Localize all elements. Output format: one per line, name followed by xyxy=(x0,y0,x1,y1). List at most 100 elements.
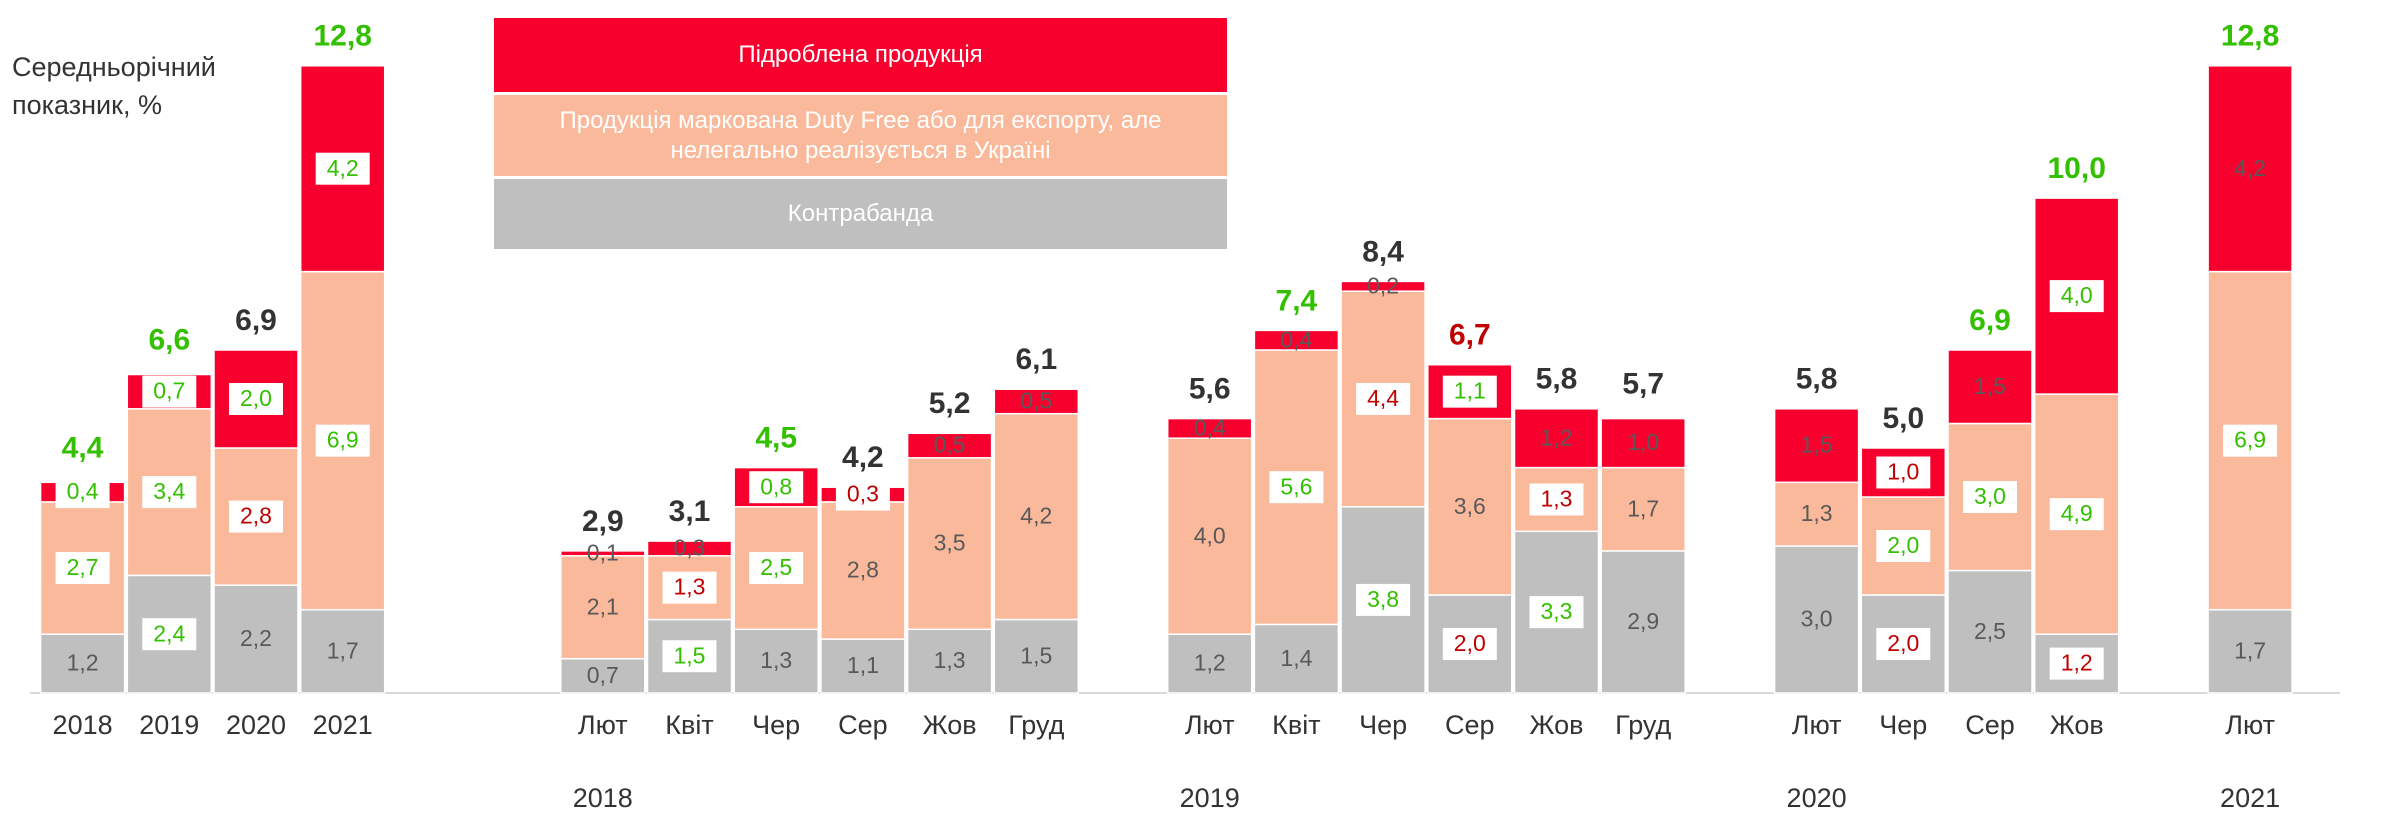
x-tick-label: Лют xyxy=(578,710,628,740)
total-label: 4,4 xyxy=(62,431,104,464)
bar-segment xyxy=(1427,417,1513,596)
x-tick-label: 2018 xyxy=(53,710,113,740)
bar-segment xyxy=(1253,623,1340,694)
value-label: 3,6 xyxy=(1454,493,1486,519)
value-label: 1,7 xyxy=(2234,637,2266,663)
x-tick-label: Лют xyxy=(1792,710,1842,740)
value-label: 2,0 xyxy=(240,385,272,411)
total-label: 6,9 xyxy=(1969,304,2011,337)
label-box xyxy=(1963,481,2017,513)
label-box xyxy=(1269,471,1324,504)
value-label: 1,2 xyxy=(1541,424,1573,450)
total-label: 6,1 xyxy=(1015,343,1057,376)
value-label: 1,4 xyxy=(1280,645,1312,671)
value-label: 1,2 xyxy=(1194,650,1226,676)
total-label: 5,8 xyxy=(1796,363,1838,396)
bar-segment xyxy=(1773,408,1860,484)
bar-segment xyxy=(1773,545,1860,694)
value-label: 1,2 xyxy=(67,650,99,676)
total-label: 5,7 xyxy=(1622,368,1664,401)
label-box xyxy=(1876,530,1931,562)
group-label: 2020 xyxy=(1787,783,1847,813)
label-box xyxy=(1529,596,1584,629)
label-box xyxy=(1442,628,1497,660)
total-label: 4,5 xyxy=(755,422,797,455)
label-box xyxy=(662,571,717,604)
bar-segment xyxy=(1513,408,1600,469)
label-box xyxy=(835,478,890,511)
value-label: 0,7 xyxy=(587,662,619,688)
bar-segment xyxy=(1340,280,1426,292)
value-label: 2,8 xyxy=(847,557,879,583)
value-label: 2,2 xyxy=(240,625,272,651)
value-label: 2,4 xyxy=(153,620,185,646)
x-tick-label: Жов xyxy=(923,710,977,740)
bar-segment xyxy=(2207,65,2293,273)
label-box xyxy=(142,618,197,651)
label-box xyxy=(1876,456,1931,489)
label-box xyxy=(749,471,804,504)
value-label: 1,5 xyxy=(1801,432,1833,458)
x-tick-label: Лют xyxy=(1185,710,1235,740)
value-label: 1,5 xyxy=(1974,373,2006,399)
bar-segment xyxy=(1166,633,1253,694)
value-label: 3,8 xyxy=(1367,586,1399,612)
value-label: 0,5 xyxy=(1020,388,1052,414)
value-label: 2,0 xyxy=(1887,630,1919,656)
value-label: 1,1 xyxy=(847,652,879,678)
value-label: 2,5 xyxy=(1974,618,2006,644)
label-box xyxy=(142,476,197,509)
total-label: 5,8 xyxy=(1536,363,1578,396)
value-label: 1,3 xyxy=(760,647,792,673)
total-label: 5,2 xyxy=(929,387,971,420)
value-label: 0,4 xyxy=(1194,414,1226,440)
value-label: 3,4 xyxy=(153,478,185,504)
x-tick-label: Чер xyxy=(1359,710,1407,740)
bar-segment xyxy=(560,550,646,557)
bar-segment xyxy=(39,633,126,694)
x-tick-label: Жов xyxy=(1530,710,1584,740)
bar-segment xyxy=(1947,349,2033,425)
legend-entry: Підроблена продукція xyxy=(494,18,1227,92)
label-box xyxy=(229,383,283,415)
value-label: 1,7 xyxy=(327,637,359,663)
bar-segment xyxy=(906,457,993,631)
value-label: 0,3 xyxy=(674,535,706,561)
bar-segment xyxy=(906,628,993,694)
total-label: 6,7 xyxy=(1449,319,1491,352)
total-label: 10,0 xyxy=(2048,152,2106,185)
value-label: 0,1 xyxy=(587,539,619,565)
bar-segment xyxy=(993,412,1080,621)
bar-segment xyxy=(820,638,906,694)
value-label: 1,3 xyxy=(1541,486,1573,512)
value-label: 5,6 xyxy=(1280,473,1312,499)
bar-segment xyxy=(560,555,646,660)
bar-segment xyxy=(906,432,993,459)
label-box xyxy=(2223,424,2278,457)
value-label: 2,0 xyxy=(1887,532,1919,558)
value-label: 4,2 xyxy=(2234,155,2266,181)
value-label: 2,5 xyxy=(760,554,792,580)
label-box xyxy=(55,476,110,509)
legend-entry: Продукція маркована Duty Free або для ек… xyxy=(494,95,1227,176)
x-tick-label: Сер xyxy=(1445,710,1495,740)
x-tick-label: Квіт xyxy=(665,710,713,740)
label-box xyxy=(2049,498,2104,531)
x-tick-label: Чер xyxy=(752,710,800,740)
bar-segment xyxy=(1166,437,1253,635)
value-label: 1,7 xyxy=(1627,495,1659,521)
value-label: 4,9 xyxy=(2061,500,2093,526)
x-tick-label: Сер xyxy=(1965,710,2015,740)
bar-segment xyxy=(733,628,819,694)
bar-segment xyxy=(646,540,733,557)
value-label: 4,0 xyxy=(1194,522,1226,548)
label-box xyxy=(749,552,804,585)
group-label: 2021 xyxy=(2220,783,2280,813)
label-box xyxy=(1356,383,1411,415)
value-label: 2,8 xyxy=(240,503,272,529)
value-label: 1,3 xyxy=(674,574,706,600)
total-label: 5,0 xyxy=(1882,402,1924,435)
bar-segment xyxy=(2207,608,2293,694)
